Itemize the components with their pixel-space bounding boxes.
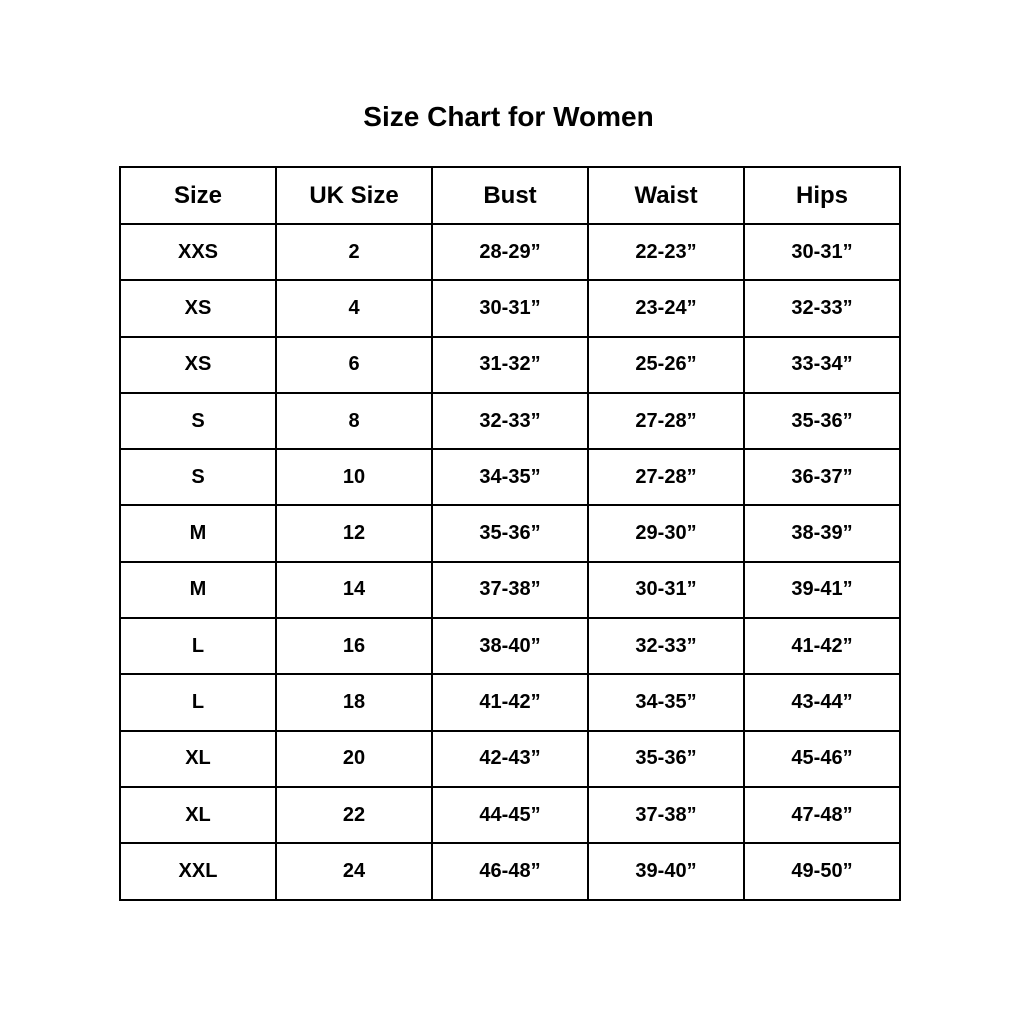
cell-waist: 27-28” — [587, 448, 745, 507]
cell-bust: 30-31” — [431, 279, 589, 338]
cell-size: S — [119, 448, 277, 507]
cell-waist: 35-36” — [587, 729, 745, 788]
table-row: S 10 34-35” 27-28” 36-37” — [119, 448, 901, 507]
table-row: XXL 24 46-48” 39-40” 49-50” — [119, 842, 901, 901]
table-row: M 14 37-38” 30-31” 39-41” — [119, 560, 901, 620]
cell-uk-size: 20 — [275, 729, 433, 788]
cell-uk-size: 10 — [275, 448, 433, 507]
cell-uk-size: 24 — [275, 842, 433, 901]
cell-waist: 23-24” — [587, 279, 745, 338]
cell-hips: 39-41” — [743, 560, 901, 620]
table-body: XXS 2 28-29” 22-23” 30-31” XS 4 30-31” 23-24” 32-… — [119, 222, 901, 901]
table-row: XXS 2 28-29” 22-23” 30-31” — [119, 222, 901, 282]
table-header-row: Size UK Size Bust Waist Hips — [119, 166, 901, 225]
cell-waist: 37-38” — [587, 785, 745, 845]
cell-size: XS — [119, 279, 277, 338]
cell-waist: 32-33” — [587, 617, 745, 676]
cell-bust: 31-32” — [431, 335, 589, 394]
cell-bust: 44-45” — [431, 785, 589, 845]
cell-hips: 41-42” — [743, 617, 901, 676]
cell-bust: 28-29” — [431, 222, 589, 282]
cell-waist: 27-28” — [587, 391, 745, 451]
cell-hips: 47-48” — [743, 785, 901, 845]
cell-uk-size: 4 — [275, 279, 433, 338]
table-row: L 16 38-40” 32-33” 41-42” — [119, 617, 901, 676]
cell-hips: 49-50” — [743, 842, 901, 901]
cell-uk-size: 22 — [275, 785, 433, 845]
cell-uk-size: 14 — [275, 560, 433, 620]
column-header-size: Size — [119, 166, 277, 225]
cell-waist: 29-30” — [587, 504, 745, 563]
cell-uk-size: 6 — [275, 335, 433, 394]
cell-size: M — [119, 560, 277, 620]
cell-bust: 34-35” — [431, 448, 589, 507]
cell-bust: 41-42” — [431, 673, 589, 732]
cell-uk-size: 2 — [275, 222, 433, 282]
table-row: XS 4 30-31” 23-24” 32-33” — [119, 279, 901, 338]
cell-size: XL — [119, 729, 277, 788]
cell-bust: 42-43” — [431, 729, 589, 788]
cell-hips: 32-33” — [743, 279, 901, 338]
cell-size: XXL — [119, 842, 277, 901]
cell-waist: 25-26” — [587, 335, 745, 394]
cell-bust: 38-40” — [431, 617, 589, 676]
cell-size: XXS — [119, 222, 277, 282]
cell-bust: 46-48” — [431, 842, 589, 901]
cell-uk-size: 8 — [275, 391, 433, 451]
cell-hips: 33-34” — [743, 335, 901, 394]
column-header-hips: Hips — [743, 166, 901, 225]
cell-bust: 32-33” — [431, 391, 589, 451]
cell-hips: 38-39” — [743, 504, 901, 563]
cell-size: L — [119, 617, 277, 676]
size-chart-table: Size UK Size Bust Waist Hips XXS 2 28-29” 2… — [119, 166, 901, 901]
table-row: S 8 32-33” 27-28” 35-36” — [119, 391, 901, 451]
cell-uk-size: 16 — [275, 617, 433, 676]
column-header-waist: Waist — [587, 166, 745, 225]
table-row: XS 6 31-32” 25-26” 33-34” — [119, 335, 901, 394]
cell-waist: 39-40” — [587, 842, 745, 901]
cell-size: S — [119, 391, 277, 451]
table-row: XL 20 42-43” 35-36” 45-46” — [119, 729, 901, 788]
cell-hips: 30-31” — [743, 222, 901, 282]
cell-hips: 43-44” — [743, 673, 901, 732]
cell-size: XS — [119, 335, 277, 394]
cell-waist: 34-35” — [587, 673, 745, 732]
cell-waist: 30-31” — [587, 560, 745, 620]
cell-uk-size: 12 — [275, 504, 433, 563]
column-header-uk-size: UK Size — [275, 166, 433, 225]
cell-bust: 37-38” — [431, 560, 589, 620]
cell-size: L — [119, 673, 277, 732]
cell-size: M — [119, 504, 277, 563]
cell-size: XL — [119, 785, 277, 845]
cell-hips: 45-46” — [743, 729, 901, 788]
cell-uk-size: 18 — [275, 673, 433, 732]
cell-waist: 22-23” — [587, 222, 745, 282]
table-row: M 12 35-36” 29-30” 38-39” — [119, 504, 901, 563]
cell-hips: 36-37” — [743, 448, 901, 507]
table-row: L 18 41-42” 34-35” 43-44” — [119, 673, 901, 732]
cell-hips: 35-36” — [743, 391, 901, 451]
column-header-bust: Bust — [431, 166, 589, 225]
page-title: Size Chart for Women — [363, 101, 654, 132]
cell-bust: 35-36” — [431, 504, 589, 563]
table-row: XL 22 44-45” 37-38” 47-48” — [119, 785, 901, 845]
